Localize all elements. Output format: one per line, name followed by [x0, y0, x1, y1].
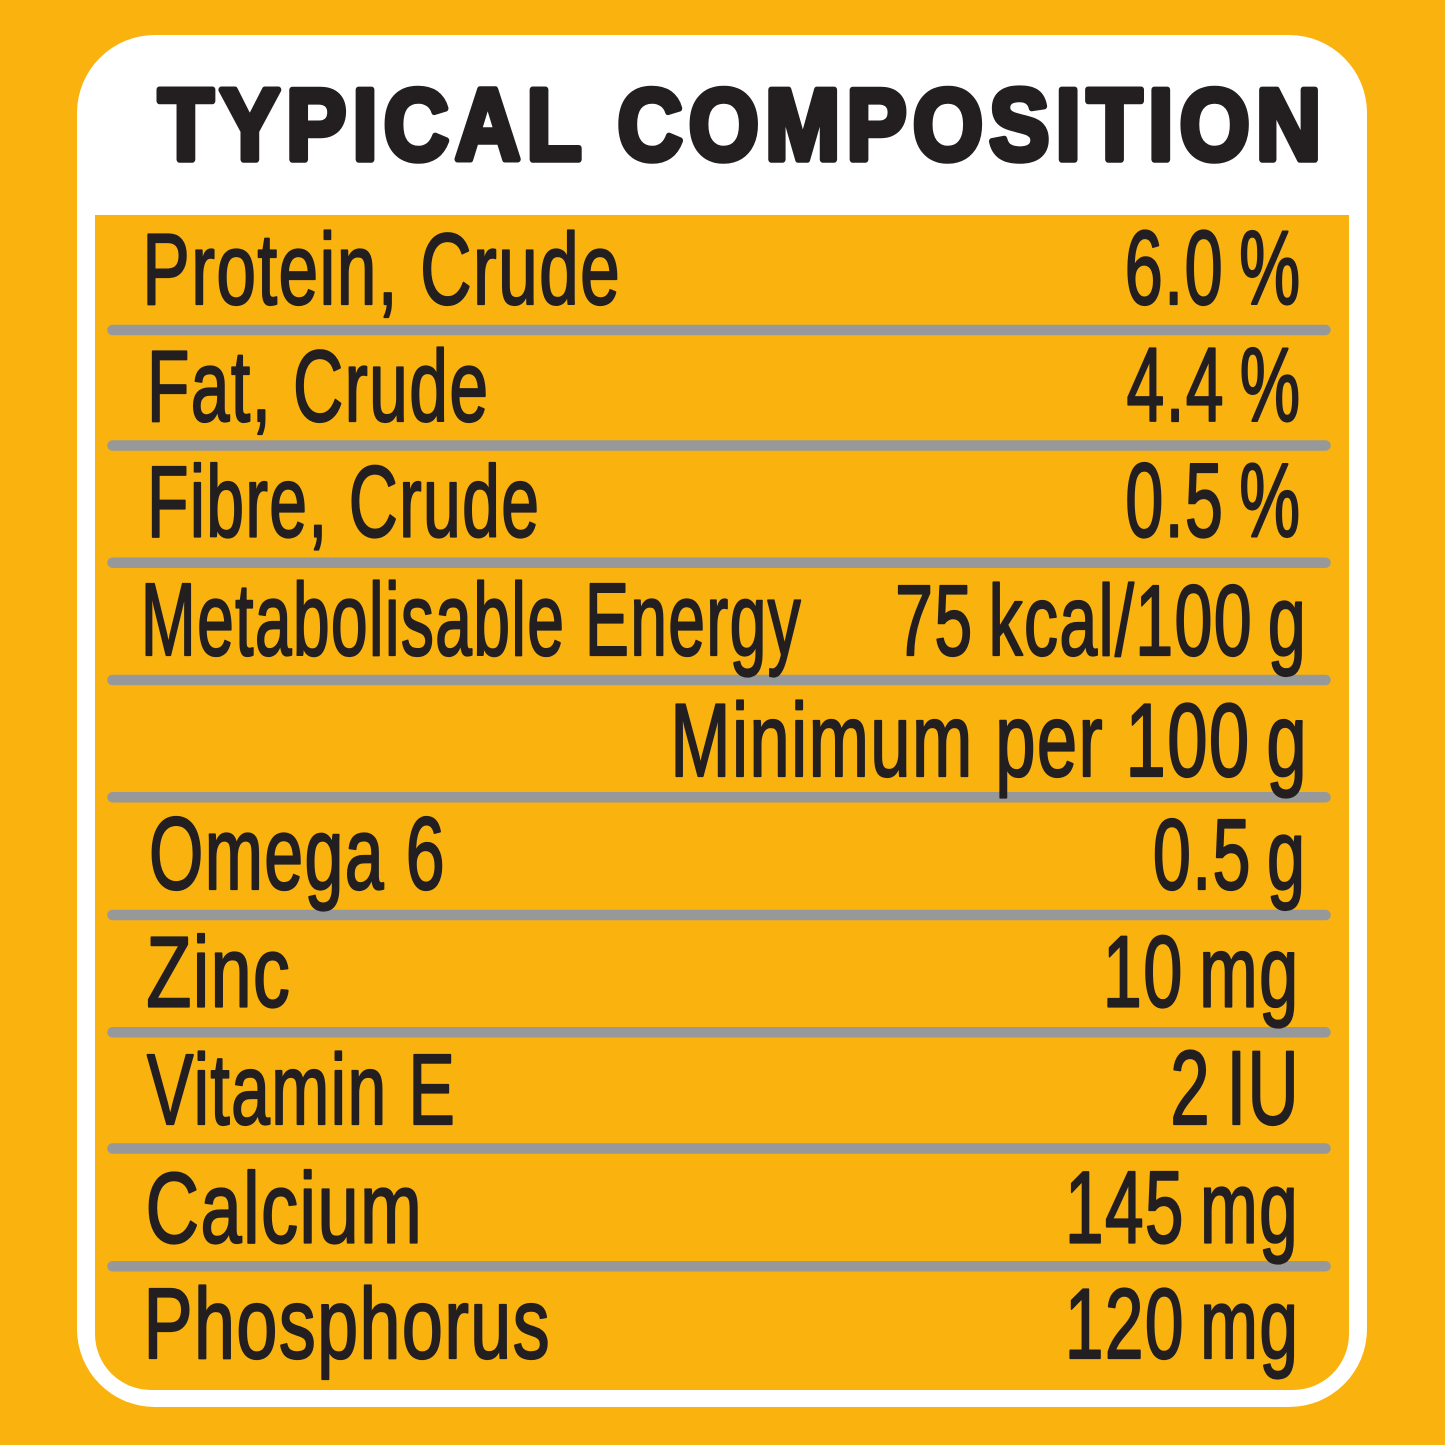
svg-text:Vitamin E: Vitamin E — [147, 1035, 456, 1146]
svg-text:75 kcal/100 g: 75 kcal/100 g — [895, 566, 1307, 677]
svg-text:Metabolisable Energy: Metabolisable Energy — [141, 563, 802, 677]
svg-text:Fat, Crude: Fat, Crude — [147, 330, 490, 443]
svg-text:10 mg: 10 mg — [1103, 916, 1300, 1029]
svg-text:120 mg: 120 mg — [1065, 1270, 1299, 1380]
svg-text:TYPICAL COMPOSITION: TYPICAL COMPOSITION — [158, 69, 1327, 182]
svg-text:145 mg: 145 mg — [1065, 1151, 1299, 1264]
svg-text:6.0 %: 6.0 % — [1125, 209, 1302, 326]
svg-text:0.5 %: 0.5 % — [1125, 442, 1301, 559]
svg-text:Zinc: Zinc — [146, 917, 291, 1029]
svg-text:Omega 6: Omega 6 — [149, 795, 446, 911]
svg-text:Fibre, Crude: Fibre, Crude — [147, 446, 540, 559]
svg-text:0.5 g: 0.5 g — [1153, 799, 1306, 911]
svg-text:Protein, Crude: Protein, Crude — [142, 213, 621, 326]
svg-text:Phosphorus: Phosphorus — [143, 1267, 551, 1380]
svg-text:Minimum per 100 g: Minimum per 100 g — [670, 682, 1308, 798]
svg-text:2 IU: 2 IU — [1170, 1029, 1300, 1146]
svg-text:4.4 %: 4.4 % — [1127, 326, 1302, 444]
svg-text:Calcium: Calcium — [146, 1151, 424, 1264]
